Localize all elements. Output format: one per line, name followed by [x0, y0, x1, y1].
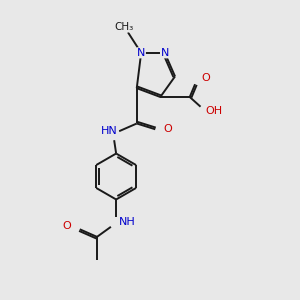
- Text: N: N: [137, 48, 146, 58]
- Text: N: N: [160, 48, 169, 58]
- Text: OH: OH: [205, 106, 223, 116]
- Text: O: O: [62, 221, 71, 231]
- Text: NH: NH: [119, 217, 136, 226]
- Text: O: O: [201, 73, 210, 83]
- Text: HN: HN: [101, 126, 118, 136]
- Text: O: O: [163, 124, 172, 134]
- Text: CH₃: CH₃: [115, 22, 134, 32]
